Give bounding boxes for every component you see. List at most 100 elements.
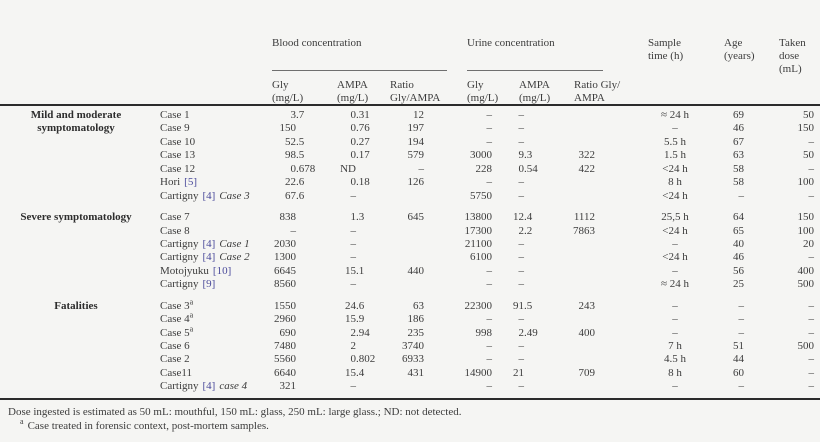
cell-age: 64 <box>733 211 744 224</box>
case-name: Motojyuku <box>160 264 209 277</box>
cell-age: 40 <box>733 237 744 250</box>
cell-blood-ampa: – <box>350 237 357 250</box>
cell-age: 46 <box>733 122 744 135</box>
case-label: Case 6 <box>150 340 268 353</box>
citation-link[interactable]: [4] <box>202 237 216 250</box>
cell-urine-ratio <box>546 353 600 366</box>
cell-sample-time: – <box>672 264 678 277</box>
urine-gly-subheader: Gly (mg/L) <box>467 79 499 104</box>
cell-urine-ampa: 21 <box>513 366 524 379</box>
cell-urine-ratio: 7863 <box>573 224 595 237</box>
cell-urine-ampa: – <box>518 278 525 291</box>
cell-blood-ampa: 0.27 <box>350 135 370 148</box>
case-name: Case 2 <box>160 353 190 366</box>
cell-sample-time: – <box>672 326 678 339</box>
cell-age: 60 <box>733 366 744 379</box>
cell-blood-ratio: 63 <box>413 299 424 312</box>
blood-ratio-subheader: Ratio Gly/AMPA <box>390 79 441 104</box>
cell-sample-time: ≈ 24 h <box>660 278 690 291</box>
cell-urine-ratio: 709 <box>578 366 596 379</box>
cell-dose: – <box>808 251 815 264</box>
cell-urine-ratio <box>546 251 600 264</box>
cell-urine-ampa: – <box>518 380 525 393</box>
case-label: Case 12 <box>150 163 268 176</box>
sample-time-header: Sample time (h) <box>648 37 684 62</box>
cell-urine-gly: 17300 <box>464 224 493 237</box>
cell-urine-gly: – <box>486 340 493 352</box>
citation-link[interactable]: [5] <box>184 176 197 189</box>
cell-blood-ratio: 6933 <box>402 353 424 366</box>
case-label: Case11 <box>150 367 268 380</box>
citation-link[interactable]: [4] <box>202 380 216 393</box>
case-name: Case 13 <box>160 149 196 162</box>
cell-age: – <box>738 313 745 326</box>
cell-blood-gly: 98.5 <box>285 149 305 162</box>
table-row: Case 6 7480 2 3740 – – 7 h 51 500 <box>0 340 820 353</box>
cell-blood-gly: 690 <box>279 326 297 339</box>
forensic-marker: a <box>189 323 194 333</box>
cell-blood-ampa: 1.3 <box>350 211 365 224</box>
citation-link[interactable]: [4] <box>202 189 216 202</box>
section-label: Fatalities <box>54 299 98 312</box>
cell-urine-ratio <box>546 238 600 251</box>
table-row: Cartigny [4] Case 3 67.6 – 5750 – <24 h – … <box>0 190 820 203</box>
cell-urine-ampa: – <box>518 135 525 148</box>
cell-blood-gly: 6640 <box>274 366 296 379</box>
case-label: Case 10 <box>150 136 268 149</box>
cell-urine-ratio <box>546 278 600 291</box>
cell-urine-ratio <box>546 109 600 122</box>
cell-sample-time: 7 h <box>668 340 682 352</box>
section-label: Severe symptomatology <box>20 211 132 224</box>
table-row: Case 10 52.5 0.27 194 – – 5.5 h 67 – <box>0 136 820 149</box>
table-row: Case 8 – – 17300 2.2 7863 <24 h 65 100 <box>0 225 820 238</box>
cell-blood-ratio <box>378 225 428 238</box>
table-row: Case 1 3.7 0.31 12 – – ≈ 24 h 69 50 <box>0 109 820 122</box>
cell-urine-gly: 998 <box>475 326 493 339</box>
cell-blood-ratio: 579 <box>407 149 425 162</box>
cell-urine-gly: – <box>486 176 493 189</box>
cell-blood-gly: 2030 <box>274 237 296 250</box>
cell-blood-gly: 6645 <box>274 264 296 277</box>
cell-sample-time: <24 h <box>662 189 688 202</box>
case-label: Case 4a <box>150 311 268 326</box>
case-subcase-label: Case 1 <box>219 237 250 250</box>
case-label: Case 3a <box>150 297 268 313</box>
cell-blood-gly: 838 <box>279 211 297 224</box>
cell-dose: 500 <box>797 340 815 352</box>
cell-dose: 50 <box>803 109 814 121</box>
cell-sample-time: 25,5 h <box>661 211 689 224</box>
cell-dose: – <box>808 380 815 393</box>
cell-age: – <box>738 326 745 339</box>
table-row: Hori [5] 22.6 0.18 126 – – 8 h 58 100 <box>0 176 820 189</box>
cell-sample-time: 8 h <box>668 176 682 189</box>
table-body: Mild and moderate symptomatology Case 1 … <box>0 109 820 402</box>
case-subcase-label: Case 3 <box>219 189 250 202</box>
cell-blood-ratio: 186 <box>407 313 425 326</box>
cell-age: 46 <box>733 251 744 264</box>
table-row: Case 13 98.5 0.17 579 3000 9.3 322 1.5 h… <box>0 149 820 162</box>
cell-dose: – <box>808 326 815 339</box>
case-name: Case 7 <box>160 211 190 224</box>
citation-link[interactable]: [4] <box>202 251 216 264</box>
citation-link[interactable]: [9] <box>202 278 216 291</box>
table-row: Case 2 5560 0.802 6933 – – 4.5 h 44 – <box>0 353 820 366</box>
cell-sample-time: – <box>672 380 678 393</box>
cell-urine-ratio <box>546 313 600 326</box>
cell-sample-time: <24 h <box>662 162 688 175</box>
cell-dose: 20 <box>803 237 814 250</box>
forensic-marker: a <box>189 297 194 307</box>
cell-urine-ampa: 91.5 <box>513 299 533 312</box>
cell-urine-ratio <box>546 380 600 393</box>
taken-dose-header: Taken dose (mL) <box>779 37 806 75</box>
cell-dose: 500 <box>797 278 815 291</box>
cell-urine-gly: 13800 <box>464 211 493 224</box>
cell-dose: – <box>808 135 815 148</box>
cell-blood-gly: 67.6 <box>285 189 305 202</box>
cell-dose: 100 <box>797 224 815 237</box>
cell-blood-ampa: – <box>350 224 357 237</box>
table-row: Case 7 838 1.3 645 13800 12.4 1112 25,5 … <box>0 211 820 224</box>
cell-urine-ampa: – <box>518 176 525 189</box>
citation-link[interactable]: [10] <box>212 264 232 277</box>
cell-age: 51 <box>733 340 744 352</box>
